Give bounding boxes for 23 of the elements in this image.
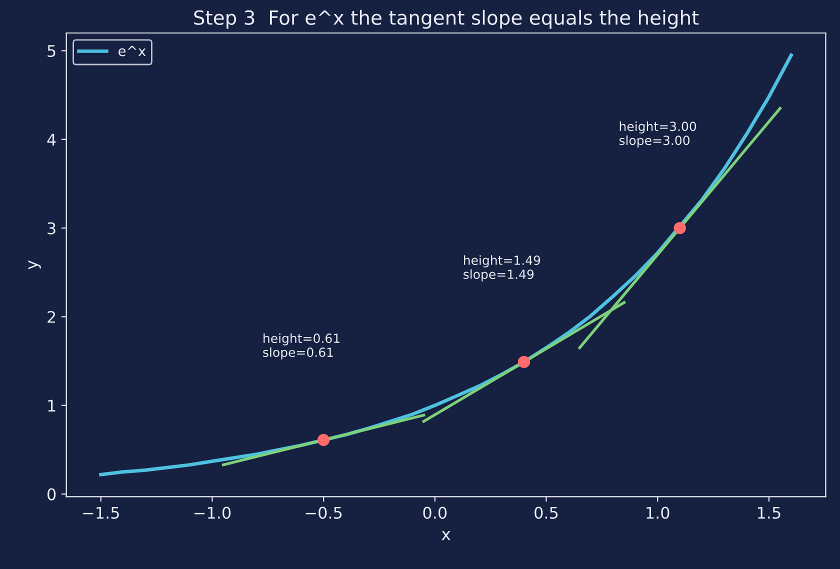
y-tick-label: 1 xyxy=(48,400,56,412)
annotation: height=3.00 slope=3.00 xyxy=(619,121,696,148)
annotation: height=1.49 slope=1.49 xyxy=(464,255,540,282)
y-tick-label: 0 xyxy=(48,488,56,500)
x-tick-label: −1.5 xyxy=(83,506,119,519)
x-tick-label: 1.0 xyxy=(646,506,670,519)
chart-title: Step 3 For e^x the tangent slope equals the height xyxy=(194,10,699,29)
point xyxy=(317,434,330,446)
x-tick-label: 0.5 xyxy=(534,506,558,519)
y-axis-title: y xyxy=(28,260,41,270)
x-tick-label: −0.5 xyxy=(306,506,342,519)
x-tick-label: −1.0 xyxy=(194,506,231,519)
x-tick-label: 1.5 xyxy=(758,506,780,519)
y-tick-label: 5 xyxy=(48,45,56,58)
point xyxy=(518,356,530,368)
x-axis-title: x xyxy=(442,531,450,540)
annotation: height=0.61 slope=0.61 xyxy=(263,333,340,360)
x-tick-label: 0.0 xyxy=(423,506,447,519)
point xyxy=(674,222,686,234)
y-tick-label: 3 xyxy=(48,222,56,234)
y-tick-label: 4 xyxy=(47,134,56,146)
legend-label: e^x xyxy=(118,46,146,56)
y-tick-label: 2 xyxy=(48,310,56,323)
